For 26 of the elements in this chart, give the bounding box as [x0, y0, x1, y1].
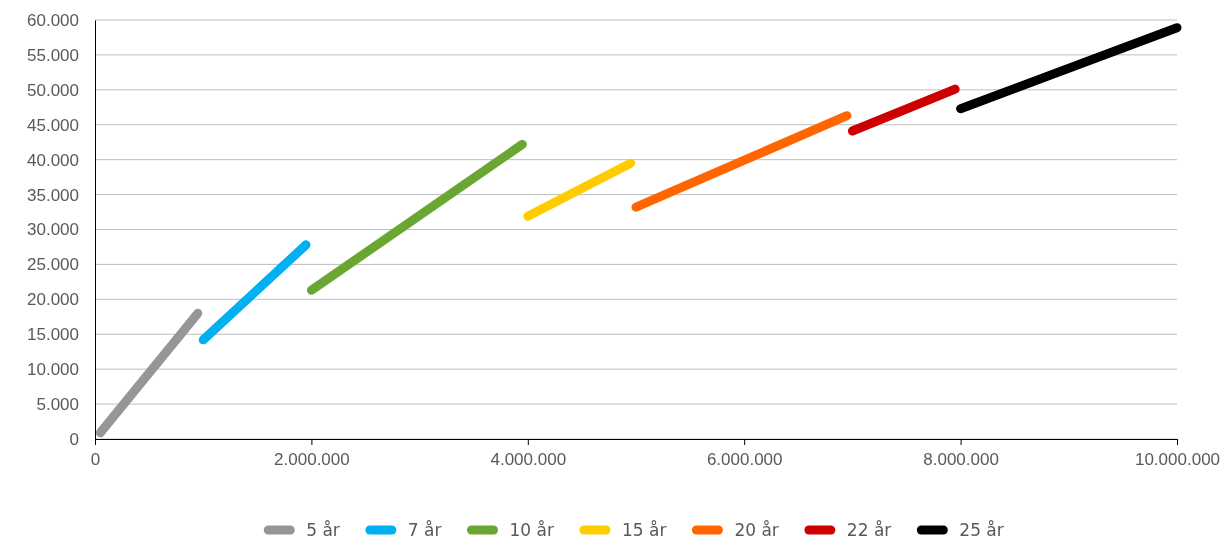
y-tick-label: 55.000	[27, 45, 79, 65]
x-tick-label: 10.000.000	[1134, 450, 1221, 470]
x-tick-label: 6.000.000	[706, 450, 783, 470]
y-tick-label: 50.000	[27, 80, 79, 100]
legend-label: 22 år	[846, 520, 892, 539]
x-tick-label: 8.000.000	[923, 450, 999, 470]
y-tick-label: 25.000	[27, 255, 79, 275]
legend-label: 15 år	[621, 520, 667, 539]
y-tick-label: 40.000	[27, 150, 79, 170]
y-tick-label: 45.000	[27, 115, 79, 135]
legend-label: 25 år	[959, 520, 1004, 539]
legend-label: 5 år	[306, 520, 340, 539]
y-tick-label: 10.000	[27, 360, 79, 380]
legend-label: 10 år	[509, 520, 554, 539]
y-tick-label: 0	[69, 429, 79, 449]
y-tick-label: 60.000	[27, 10, 79, 30]
legend-label: 20 år	[734, 520, 779, 539]
y-tick-label: 15.000	[27, 325, 79, 345]
y-tick-label: 35.000	[27, 185, 79, 205]
y-tick-label: 20.000	[27, 290, 79, 310]
y-tick-label: 30.000	[27, 220, 79, 240]
x-tick-label: 0	[90, 450, 101, 470]
x-tick-label: 4.000.000	[490, 450, 567, 470]
x-tick-label: 2.000.000	[274, 450, 350, 470]
y-tick-label: 5.000	[36, 395, 79, 415]
legend-label: 7 år	[407, 520, 442, 539]
